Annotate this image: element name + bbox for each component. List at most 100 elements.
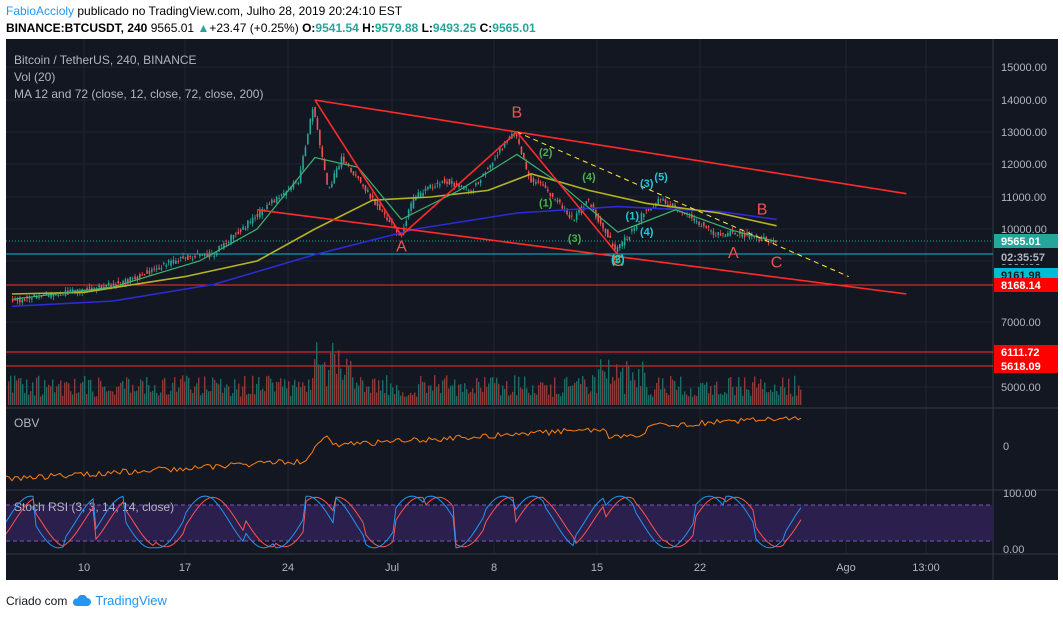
price-label-box — [994, 250, 1058, 264]
candle-body — [189, 255, 192, 257]
volume-bar — [80, 383, 82, 405]
candle-body — [218, 245, 220, 252]
volume-bar — [360, 377, 362, 405]
y-tick-label: 7000.00 — [1001, 317, 1041, 329]
volume-bar — [740, 386, 742, 405]
candle-body — [134, 276, 136, 280]
volume-bar — [346, 358, 348, 405]
volume-bar — [64, 382, 66, 405]
candle-body — [215, 252, 218, 256]
volume-bar — [298, 381, 300, 405]
x-tick-label: 24 — [282, 562, 294, 574]
volume-bar — [192, 393, 194, 405]
price-label: 8168.14 — [1001, 280, 1042, 292]
volume-bar — [146, 377, 148, 405]
volume-bar — [576, 381, 578, 405]
volume-bar — [772, 391, 774, 405]
candle-body — [268, 203, 271, 205]
volume-bar — [742, 395, 744, 405]
candle-body — [143, 274, 146, 276]
volume-bar — [208, 391, 210, 405]
volume-bar — [330, 352, 332, 405]
author-link[interactable]: FabioAccioly — [6, 4, 75, 18]
x-tick-label: 13:00 — [912, 562, 940, 574]
volume-bar — [320, 364, 322, 405]
candle-body — [455, 183, 458, 185]
wave-label: A — [728, 245, 739, 262]
candle-body — [266, 205, 268, 210]
volume-bar — [378, 380, 380, 405]
volume-bar — [528, 392, 530, 405]
last-price: 9565.01 — [150, 21, 195, 35]
volume-bar — [470, 391, 472, 405]
volume-bar — [220, 379, 222, 405]
candle-body — [191, 258, 194, 260]
volume-bar — [702, 382, 704, 405]
price-chart-svg[interactable]: 15000.00 14000.00 13000.00 12000.00 11000.00… — [6, 39, 1058, 580]
candle-body — [503, 142, 506, 148]
candle-body — [321, 147, 324, 157]
abc-wave-line — [314, 99, 619, 256]
candle-body — [405, 221, 408, 226]
y-tick-label: 11000.00 — [1001, 192, 1046, 204]
volume-bar — [484, 377, 486, 405]
volume-bar — [266, 376, 268, 405]
volume-bar — [766, 392, 768, 405]
volume-bar — [454, 379, 456, 405]
wave-label: (4) — [582, 172, 596, 184]
chart-title: Bitcoin / TetherUS, 240, BINANCE — [14, 53, 197, 67]
volume-bar — [556, 393, 558, 405]
wave-label: (4) — [640, 226, 654, 238]
y-tick-label: 10000.00 — [1001, 224, 1047, 236]
volume-bar — [214, 379, 216, 405]
candle-body — [542, 184, 544, 186]
candle-body — [539, 182, 542, 184]
candle-body — [369, 193, 372, 199]
volume-bar — [136, 390, 138, 405]
candle-body — [611, 243, 614, 247]
volume-bar — [374, 378, 376, 405]
candle-body — [731, 230, 734, 233]
candle-body — [38, 296, 40, 298]
wave-label: (1) — [539, 198, 553, 210]
volume-bar — [74, 378, 76, 405]
candle-body — [139, 274, 141, 278]
volume-bar — [750, 395, 752, 405]
volume-bar — [464, 383, 466, 405]
candle-body — [566, 209, 568, 215]
volume-bar — [234, 379, 236, 405]
volume-bar — [328, 370, 330, 405]
volume-bar — [334, 354, 336, 405]
candle-body — [527, 171, 530, 176]
candle-body — [271, 199, 273, 204]
volume-bar — [424, 382, 426, 405]
price-label: 6111.72 — [1001, 347, 1040, 359]
candle-body — [273, 200, 276, 203]
candle-body — [103, 286, 105, 288]
candle-body — [419, 192, 422, 198]
volume-bar — [486, 387, 488, 405]
candle-body — [242, 226, 244, 230]
tradingview-brand-link[interactable]: TradingView — [95, 593, 167, 608]
volume-bar — [296, 387, 298, 405]
volume-bar — [336, 373, 338, 405]
candle-body — [393, 225, 396, 228]
candle-body — [249, 221, 252, 223]
obv-tick: 0 — [1003, 441, 1009, 453]
candle-body — [395, 230, 398, 233]
candle-body — [422, 192, 424, 196]
candle-body — [362, 184, 364, 187]
chart-container[interactable]: 15000.00 14000.00 13000.00 12000.00 11000.00… — [6, 39, 1058, 580]
wave-label: (5) — [654, 172, 668, 184]
price-label: 5618.09 — [1001, 361, 1041, 373]
candle-body — [743, 233, 746, 237]
volume-bar — [68, 383, 70, 405]
volume-bar — [78, 392, 80, 405]
volume-bar — [222, 392, 224, 405]
volume-bar — [160, 392, 162, 405]
candle-body — [763, 236, 765, 239]
volume-bar — [140, 379, 142, 405]
candle-body — [100, 285, 103, 290]
volume-bar — [672, 379, 674, 405]
ticker-symbol: BINANCE:BTCUSDT, 240 — [6, 21, 148, 35]
